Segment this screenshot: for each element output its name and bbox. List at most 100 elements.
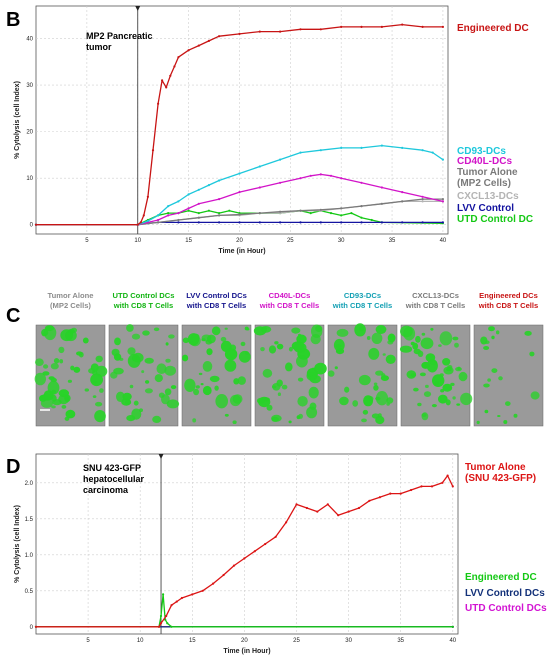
cell-cluster (315, 325, 323, 333)
cell-cluster (131, 408, 142, 420)
cell-cluster (288, 346, 293, 352)
cell-cluster (272, 385, 277, 389)
cell-cluster (309, 374, 321, 384)
data-point (218, 198, 221, 201)
cell-cluster (417, 402, 422, 407)
x-axis-title: Time (in Hour) (223, 648, 270, 655)
cell-cluster (132, 352, 144, 363)
panel-c-microscopy: Tumor Alone (MP2 Cells) UTD Control DCs wit… (34, 291, 544, 427)
cell-cluster (224, 327, 228, 330)
legend-entry: CXCL13-DCs (457, 191, 519, 202)
cell-cluster (152, 415, 162, 423)
cell-cluster (362, 409, 369, 415)
cell-cluster (368, 396, 374, 402)
data-point (146, 195, 149, 198)
data-point (299, 221, 302, 224)
data-point (238, 221, 241, 224)
column-header: Tumor Alone (MP2 Cells) (48, 291, 94, 310)
cell-cluster (189, 335, 201, 347)
y-tick-label: 0 (30, 625, 34, 631)
cell-cluster (406, 370, 417, 379)
data-point (166, 622, 169, 625)
cell-cluster (455, 367, 462, 372)
cell-cluster (281, 384, 288, 390)
cell-cluster (505, 401, 511, 406)
cell-cluster (184, 378, 196, 392)
data-point (285, 521, 288, 524)
data-point (238, 191, 241, 194)
cell-cluster (59, 359, 64, 364)
cell-cluster (336, 328, 349, 337)
data-point (264, 542, 267, 546)
cell-cluster (288, 420, 292, 424)
data-point (441, 158, 444, 161)
data-point (309, 212, 312, 215)
cell-cluster (298, 333, 301, 337)
x-tick-label: 35 (397, 638, 404, 644)
cell-cluster (266, 404, 273, 411)
panel-label-c: C (6, 305, 20, 327)
cell-cluster (421, 361, 430, 369)
cell-cluster (129, 384, 134, 389)
cell-cluster (122, 392, 132, 401)
cell-cluster (327, 370, 335, 377)
cell-cluster (425, 384, 429, 388)
microscopy-image (34, 324, 108, 427)
cell-cluster (447, 365, 453, 370)
cell-cluster (170, 385, 177, 390)
chart-annotation: MP2 Pancreatic tumor (86, 31, 153, 52)
data-point (421, 25, 424, 28)
data-point (258, 186, 261, 189)
data-point (151, 149, 155, 152)
cell-cluster (296, 415, 301, 420)
x-tick-label: 15 (189, 638, 196, 644)
cell-cluster (415, 335, 421, 343)
cell-cluster (368, 347, 380, 360)
cell-cluster (484, 409, 489, 414)
cell-cluster (378, 413, 382, 418)
cell-cluster (58, 394, 70, 405)
y-tick-label: 2.0 (25, 481, 34, 487)
column-header: CD40L-DCs with CD8 T Cells (259, 291, 320, 310)
cell-cluster (224, 348, 238, 361)
cell-cluster (306, 406, 318, 419)
data-point (401, 23, 404, 26)
cell-cluster (438, 394, 448, 404)
data-point (441, 198, 444, 201)
cell-cluster (90, 373, 103, 387)
cell-cluster (359, 326, 364, 332)
data-point (329, 212, 333, 215)
cell-cluster (431, 404, 437, 408)
cell-cluster (373, 384, 379, 391)
cell-cluster (498, 376, 503, 381)
y-tick-label: 20 (26, 130, 33, 136)
cell-cluster (452, 336, 459, 341)
data-point (175, 600, 178, 603)
data-point (337, 514, 340, 517)
cell-cluster (131, 333, 141, 340)
data-point (161, 79, 164, 82)
cell-cluster (445, 399, 451, 406)
x-tick-label: 15 (185, 238, 192, 244)
series-line (36, 474, 454, 628)
cell-cluster (334, 366, 338, 370)
data-point (399, 492, 402, 495)
legend-entry: LVV Control (457, 203, 514, 214)
data-point (187, 209, 190, 212)
cell-cluster (94, 410, 106, 423)
data-point (218, 179, 221, 182)
cell-cluster (375, 370, 384, 376)
y-axis-title: % Cytolysis (cell Index) (14, 505, 21, 583)
cell-cluster (375, 415, 385, 425)
microscopy-image (327, 323, 398, 427)
cell-cluster (224, 413, 229, 417)
legend-entry: UTD Control DCs (465, 603, 547, 614)
cell-cluster (142, 330, 150, 336)
data-point (232, 564, 236, 567)
cell-cluster (193, 388, 200, 396)
data-point (421, 221, 424, 224)
x-tick-label: 20 (236, 238, 243, 244)
cell-cluster (141, 370, 145, 374)
cell-cluster (133, 400, 139, 406)
data-point (173, 65, 176, 68)
